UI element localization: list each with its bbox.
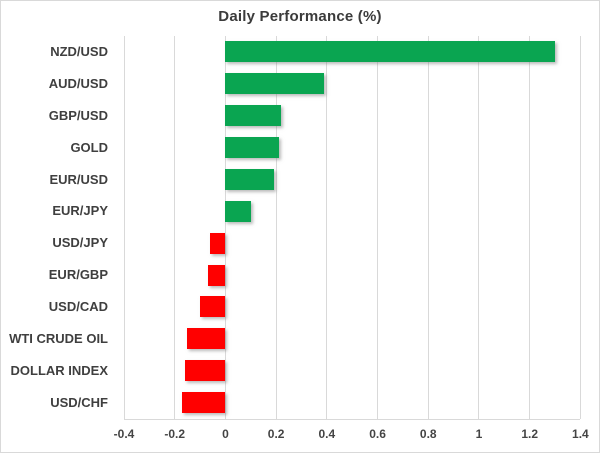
x-tick-label: 0 <box>222 426 229 441</box>
category-label: USD/CHF <box>50 394 108 410</box>
gridline <box>326 36 328 419</box>
gridline <box>174 36 176 419</box>
category-label: EUR/JPY <box>52 203 108 219</box>
category-label: NZD/USD <box>50 44 108 59</box>
gridline <box>427 36 429 419</box>
x-tick-label: -0.4 <box>113 426 135 441</box>
x-tick-label: -0.2 <box>164 426 186 441</box>
chart-title: Daily Performance (%) <box>218 8 382 25</box>
category-label: DOLLAR INDEX <box>10 362 109 378</box>
x-tick-label: 0.4 <box>318 426 336 441</box>
bar-negative <box>182 392 226 414</box>
bar-negative <box>187 328 226 350</box>
x-tick-label: 0.8 <box>419 426 437 441</box>
x-axis-line <box>124 418 581 420</box>
bar-negative <box>200 296 226 318</box>
gridline <box>377 36 379 419</box>
bar-positive <box>225 200 251 222</box>
bar-positive <box>225 41 556 63</box>
category-label: GBP/USD <box>48 107 108 123</box>
gridline <box>224 36 226 419</box>
x-tick-label: 1.4 <box>572 426 589 441</box>
gridline <box>275 36 277 419</box>
gridline <box>579 36 581 419</box>
x-tick-label: 0.2 <box>267 426 285 441</box>
x-tick-label: 0.6 <box>369 426 386 441</box>
bar-negative <box>184 360 226 382</box>
x-tick-label: 1 <box>475 426 483 441</box>
category-label: EUR/GBP <box>48 267 108 283</box>
category-label: GOLD <box>70 139 108 155</box>
bar-positive <box>225 105 282 127</box>
bar-positive <box>225 137 279 159</box>
bar-positive <box>225 168 274 190</box>
gridline <box>478 36 480 419</box>
bar-negative <box>210 232 226 254</box>
x-tick-label: 1.2 <box>521 426 539 441</box>
category-label: WTI CRUDE OIL <box>9 330 108 346</box>
category-label: AUD/USD <box>48 75 108 91</box>
category-label: USD/CAD <box>48 299 108 314</box>
category-label: USD/JPY <box>52 235 108 251</box>
bar-negative <box>207 264 226 286</box>
gridline <box>123 36 125 419</box>
category-label: EUR/USD <box>49 171 108 187</box>
bar-positive <box>225 73 325 95</box>
gridline <box>529 36 531 419</box>
